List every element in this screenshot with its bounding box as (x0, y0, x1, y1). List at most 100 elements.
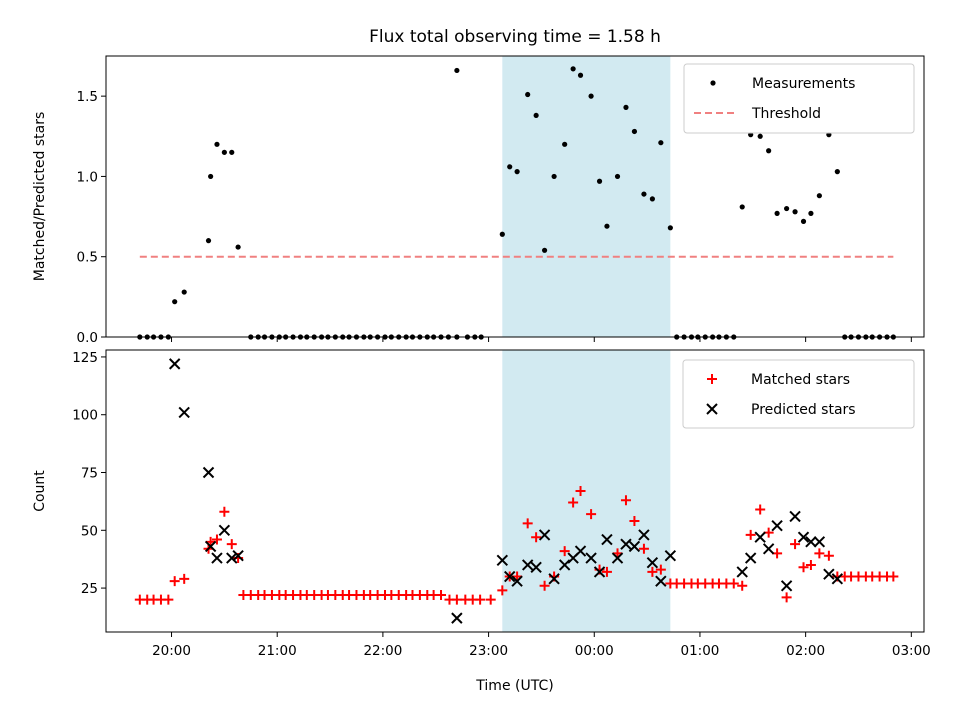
data-point (888, 571, 899, 582)
data-point (588, 93, 594, 99)
axes-frame (105, 55, 925, 338)
data-point (623, 104, 629, 110)
data-point (823, 568, 835, 580)
data-point (629, 516, 640, 527)
axes-frame (105, 349, 925, 633)
data-point (525, 91, 531, 98)
data-point (800, 218, 807, 224)
data-point (620, 495, 631, 506)
data-point (558, 559, 571, 571)
data-point (604, 223, 610, 229)
data-point (497, 585, 508, 596)
data-point (533, 112, 539, 119)
y-tick-label: 50 (81, 523, 98, 539)
y-tick-label: 75 (81, 466, 98, 482)
data-point (585, 552, 597, 564)
data-point (771, 519, 783, 532)
data-point (475, 594, 486, 605)
data-point (784, 205, 790, 212)
data-point (638, 529, 650, 541)
data-point (593, 566, 606, 578)
data-point (834, 169, 840, 175)
data-point (596, 178, 603, 184)
data-point (436, 590, 447, 601)
data-point (798, 562, 809, 573)
data-point (575, 486, 586, 496)
data-point (789, 510, 801, 523)
legend-label: Measurements (752, 76, 855, 92)
data-point (658, 140, 664, 146)
ratio-panel: 0.0 0.5 1.0 1.5 Matched/Predicted stars Measu… (32, 55, 925, 346)
y-axis-label: Matched/Predicted stars (32, 112, 48, 282)
x-axis-label: Time (UTC) (475, 678, 553, 694)
data-point (451, 612, 463, 624)
y-tick-label: 0.5 (77, 250, 98, 266)
legend-box (682, 359, 915, 429)
data-point (169, 576, 180, 587)
y-tick-label: 125 (72, 350, 98, 366)
data-point (823, 550, 834, 561)
data-point (485, 594, 496, 605)
data-point (530, 561, 542, 573)
shaded-observing-window (502, 56, 671, 337)
legend-marker (706, 403, 718, 415)
data-point (511, 575, 523, 587)
x-tick-label: 00:00 (575, 643, 614, 659)
data-point (808, 210, 814, 216)
data-point (755, 504, 766, 515)
x-tick-label: 01:00 (680, 643, 719, 659)
data-point (570, 66, 576, 72)
data-point (235, 244, 241, 250)
data-point (204, 540, 217, 553)
data-point (539, 580, 550, 591)
data-point (522, 518, 533, 529)
data-point (646, 556, 659, 569)
data-point (451, 594, 462, 605)
data-point (805, 559, 816, 570)
data-point (601, 566, 612, 577)
data-point (762, 543, 775, 555)
data-point (805, 536, 817, 548)
legend-marker (707, 374, 717, 384)
data-point (202, 466, 215, 479)
data-point (790, 539, 801, 550)
shaded-observing-window (502, 350, 671, 632)
data-point (614, 173, 621, 180)
data-point (205, 238, 212, 244)
data-point (611, 552, 624, 564)
data-point (221, 149, 227, 155)
data-point (574, 545, 587, 557)
data-point (664, 550, 677, 562)
data-point (757, 133, 763, 139)
data-point (631, 128, 638, 135)
data-point (499, 231, 505, 237)
legend-label: Predicted stars (751, 402, 856, 418)
data-point (655, 575, 667, 587)
data-point (179, 573, 190, 584)
data-point (813, 536, 826, 548)
data-point (766, 148, 772, 154)
data-point (226, 552, 238, 564)
data-point (628, 540, 641, 553)
data-point (538, 529, 551, 541)
chart-title: Flux total observing time = 1.58 h (369, 27, 661, 47)
data-point (218, 524, 231, 537)
data-point (745, 529, 756, 540)
data-point (754, 531, 766, 543)
x-tick-label: 03:00 (892, 643, 931, 659)
data-point (739, 204, 745, 210)
data-point (792, 209, 798, 215)
data-point (541, 247, 548, 253)
data-point (577, 72, 584, 78)
legend: Matched stars Predicted stars (682, 359, 915, 429)
data-point (737, 580, 748, 591)
data-point (814, 548, 825, 559)
data-point (774, 210, 780, 216)
legend-label: Matched stars (751, 372, 850, 388)
x-tick-label: 22:00 (363, 643, 402, 659)
legend-box (683, 63, 915, 134)
data-point (214, 141, 220, 147)
data-point (163, 594, 174, 605)
y-tick-label: 1.0 (77, 169, 98, 185)
